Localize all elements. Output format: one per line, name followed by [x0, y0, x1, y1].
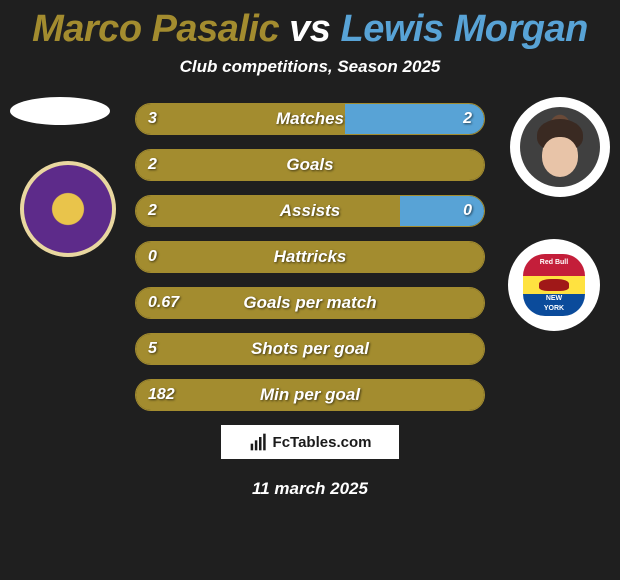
orlando-lion-icon	[39, 180, 97, 238]
player1-avatar	[10, 97, 110, 125]
stat-label: Shots per goal	[251, 339, 369, 359]
stat-label: Hattricks	[274, 247, 347, 267]
player2-avatar	[510, 97, 610, 197]
stat-bar-left	[136, 196, 400, 226]
stat-label: Min per goal	[260, 385, 360, 405]
watermark-text: FcTables.com	[273, 434, 372, 451]
stat-row: 182 Min per goal	[135, 379, 485, 411]
stat-row: 0.67 Goals per match	[135, 287, 485, 319]
title-player2: Lewis Morgan	[341, 8, 588, 50]
stat-row: 5 Shots per goal	[135, 333, 485, 365]
page-title: Marco Pasalic vs Lewis Morgan	[0, 0, 620, 51]
stat-bars: 3 2 Matches 2 Goals 2 0 Assists 0 Hattricks 0.67 Go…	[135, 103, 485, 411]
stat-value-left: 182	[148, 386, 175, 404]
stat-label: Assists	[280, 201, 340, 221]
stat-value-left: 0.67	[148, 294, 179, 312]
comparison-content: Red Bull NEWYORK 3 2 Matches 2 Goals 2 0 Assist…	[0, 103, 620, 499]
stat-value-left: 5	[148, 340, 157, 358]
redbull-badge-icon: Red Bull NEWYORK	[519, 250, 589, 320]
stat-value-left: 2	[148, 202, 157, 220]
date-label: 11 march 2025	[0, 479, 620, 499]
watermark: FcTables.com	[221, 425, 399, 459]
stat-row: 2 0 Assists	[135, 195, 485, 227]
stat-value-left: 2	[148, 156, 157, 174]
stat-label: Goals per match	[243, 293, 376, 313]
stat-label: Goals	[286, 155, 333, 175]
fctables-logo-icon	[249, 432, 269, 452]
player2-face-icon	[520, 107, 600, 187]
stat-value-left: 0	[148, 248, 157, 266]
player1-club-badge	[20, 161, 116, 257]
stat-row: 3 2 Matches	[135, 103, 485, 135]
stat-value-right: 0	[463, 202, 472, 220]
player2-club-badge: Red Bull NEWYORK	[508, 239, 600, 331]
subtitle: Club competitions, Season 2025	[0, 57, 620, 77]
stat-row: 2 Goals	[135, 149, 485, 181]
stat-label: Matches	[276, 109, 344, 129]
stat-row: 0 Hattricks	[135, 241, 485, 273]
stat-value-left: 3	[148, 110, 157, 128]
stat-value-right: 2	[463, 110, 472, 128]
title-player1: Marco Pasalic	[32, 8, 279, 50]
title-vs: vs	[289, 8, 330, 50]
